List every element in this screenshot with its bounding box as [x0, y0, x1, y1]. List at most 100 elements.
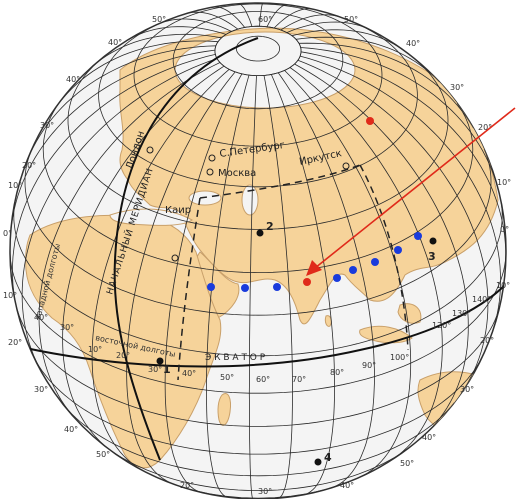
graticule-line [280, 14, 339, 31]
deg-left-6: 20° [8, 338, 22, 347]
land-srilanka [324, 315, 332, 327]
graticule-line [289, 67, 443, 459]
graticule-line [159, 18, 232, 32]
deg-right-4: 0° [500, 225, 509, 234]
point-4-label: 4 [324, 451, 332, 464]
red-arrow [306, 107, 516, 276]
deg-top-0: 50° [152, 15, 166, 24]
graticule-line [214, 25, 302, 76]
point-1-label: 1 [163, 363, 171, 376]
blue-dot-5 [371, 258, 379, 266]
caspian-sea [241, 184, 259, 216]
deg-left-0: 40° [66, 75, 80, 84]
point-2-marker [256, 229, 264, 237]
deg-eq-4: 70° [292, 375, 306, 384]
deg-bottom-3: 50° [400, 459, 414, 468]
deg-eq-2: 50° [220, 373, 234, 382]
dashed-parallel [199, 164, 361, 199]
graticule-line [295, 36, 440, 83]
graticule-line [133, 3, 383, 147]
graticule [10, 3, 506, 499]
point-1-marker [156, 357, 164, 365]
deg-left-7: 30° [34, 385, 48, 394]
graticule-line [273, 8, 313, 29]
deg-eq-5: 80° [330, 368, 344, 377]
graticule-line [298, 42, 474, 129]
deg-right-2: 20° [478, 123, 492, 132]
city-cairo: Каир [165, 205, 191, 216]
graticule-line [58, 40, 219, 104]
dashed-meridian-1 [177, 197, 201, 381]
mediterranean-sea [109, 208, 193, 226]
graticule-line [284, 70, 412, 478]
graticule-line [26, 45, 216, 161]
point-2-label: 2 [266, 220, 274, 233]
deg-leq-3: 40° [34, 313, 48, 322]
graticule-line [24, 149, 492, 316]
graticule-line [291, 29, 404, 51]
graticule-line [300, 47, 499, 190]
deg-right-0: 40° [406, 39, 420, 48]
deg-right-8: 40° [422, 433, 436, 442]
graticule-line [98, 19, 418, 188]
graticule-line [126, 71, 236, 485]
deg-top-1: 60° [258, 15, 272, 24]
red-dot-india [303, 278, 311, 286]
graticule-line [42, 103, 474, 274]
deg-right-7: 30° [460, 385, 474, 394]
deg-left-1: 30° [40, 121, 54, 130]
point-3-label: 3 [428, 250, 436, 263]
deg-eq-6: 90° [362, 361, 376, 370]
graticule-line [11, 54, 216, 306]
graticule-line [10, 49, 216, 232]
land-africa [25, 214, 222, 469]
blue-dot-0 [207, 283, 215, 291]
deg-leq-2: 30° [60, 323, 74, 332]
graticule-line [67, 59, 449, 230]
blue-dot-7 [414, 232, 422, 240]
graticule-line [277, 72, 375, 488]
deg-left-8: 40° [64, 425, 78, 434]
graticule-line [300, 51, 506, 264]
deg-left-4: 0° [3, 229, 12, 238]
deg-right-3: 10° [497, 178, 511, 187]
numbered-points: 1 2 3 4 [156, 220, 437, 466]
graticule-line [92, 33, 222, 67]
graticule-line [186, 11, 239, 30]
deg-top-2: 40° [108, 38, 122, 47]
point-4-marker [314, 458, 322, 466]
blue-dot-6 [394, 246, 402, 254]
deg-left-5: 10° [3, 291, 17, 300]
deg-left-9: 50° [96, 450, 110, 459]
degree-labels: 50° 60° 40° 50° 40° 30° 20° 10° 0° 10° 2… [3, 15, 511, 496]
deg-bottom-2: 40° [340, 481, 354, 490]
deg-eq-0: 30° [148, 365, 162, 374]
red-dot-north [366, 117, 374, 125]
deg-right-5: 10° [496, 281, 510, 290]
equator [11, 284, 506, 368]
deg-bottom-1: 30° [258, 487, 272, 496]
deg-eq-3: 60° [256, 375, 270, 384]
graticule-line [205, 74, 250, 498]
graticule-line [38, 62, 221, 416]
deg-leq-1: 20° [116, 351, 130, 360]
deg-req-2: 140° [472, 295, 491, 304]
blue-dot-2 [273, 283, 281, 291]
graticule-line [91, 68, 230, 471]
graticule-line [61, 402, 455, 477]
deg-left-2: 20° [22, 161, 36, 170]
graticule-line [15, 305, 501, 427]
blue-dot-1 [241, 284, 249, 292]
graticule-line [263, 75, 293, 499]
deg-right-1: 30° [450, 83, 464, 92]
deg-req-1: 130° [452, 309, 471, 318]
deg-eq-7: 100° [390, 353, 409, 362]
deg-req-0: 120° [432, 321, 451, 330]
graticule-line [33, 357, 483, 455]
blue-dot-4 [349, 266, 357, 274]
deg-left-3: 10° [8, 181, 22, 190]
blue-dot-3 [333, 274, 341, 282]
deg-bottom-0: 20° [180, 481, 194, 490]
deg-top-3: 50° [344, 15, 358, 24]
